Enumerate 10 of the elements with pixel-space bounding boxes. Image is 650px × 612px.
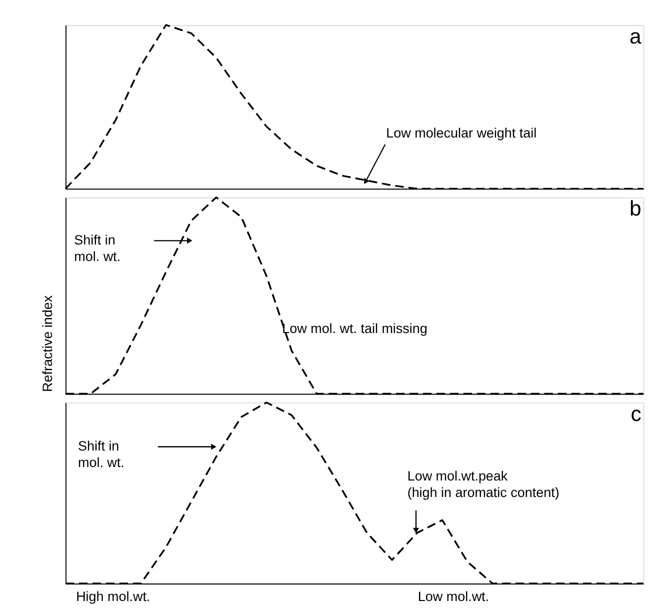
chart-title: b <box>630 198 642 221</box>
text: Low mol.wt. <box>418 588 490 604</box>
chart-title: a <box>630 25 642 48</box>
annotation: Low molecular weight tail <box>386 126 537 141</box>
text: High mol.wt. <box>76 588 150 604</box>
annotation: Low mol.wt.peak (high in aromatic content) <box>407 468 560 500</box>
annotation: Shift in mol. wt. <box>74 232 121 264</box>
annotation: Shift in mol. wt. <box>78 438 124 470</box>
y-axis-title: Refractive index <box>40 295 55 392</box>
chart-title: c <box>630 402 642 426</box>
